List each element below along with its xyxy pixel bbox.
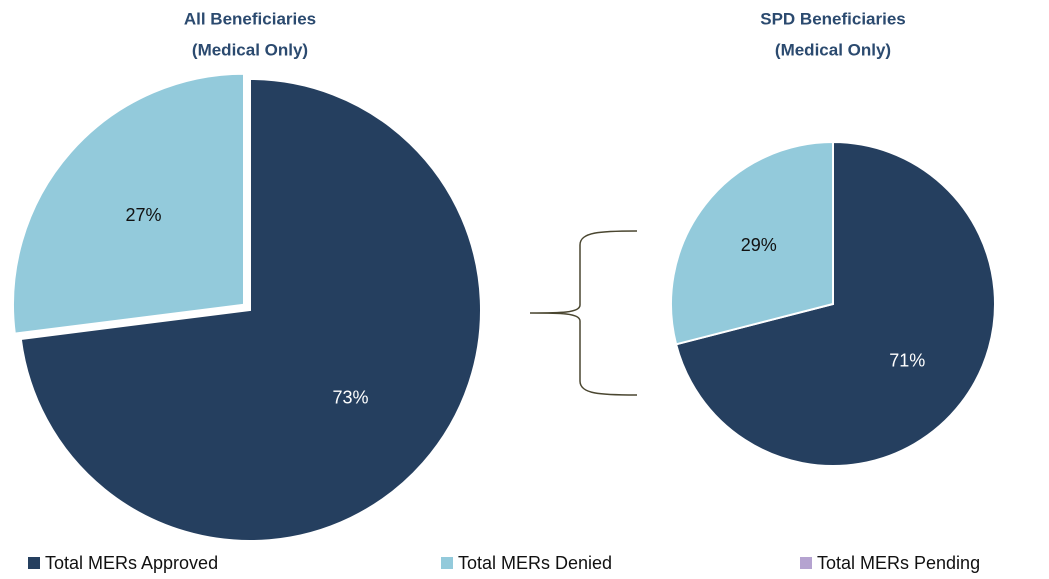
pie-slice bbox=[670, 140, 834, 346]
legend-label: Total MERs Pending bbox=[817, 553, 980, 573]
legend-label: Total MERs Denied bbox=[458, 553, 612, 573]
legend-swatch bbox=[800, 557, 812, 569]
chart-subtitle: (Medical Only) bbox=[775, 40, 891, 59]
brace bbox=[529, 230, 638, 396]
pie-slice bbox=[674, 140, 996, 467]
pie-slice bbox=[19, 77, 482, 542]
legend-label: Total MERs Approved bbox=[45, 553, 218, 573]
data-label: 27% bbox=[125, 205, 161, 225]
data-label: 73% bbox=[332, 387, 368, 407]
chart-title: SPD Beneficiaries bbox=[760, 9, 906, 28]
legend-swatch bbox=[28, 557, 40, 569]
data-label: 71% bbox=[889, 350, 925, 370]
legend-swatch bbox=[441, 557, 453, 569]
pie-slice bbox=[12, 72, 245, 335]
data-label: 29% bbox=[741, 235, 777, 255]
chart-title: All Beneficiaries bbox=[184, 9, 316, 28]
chart-subtitle: (Medical Only) bbox=[192, 40, 308, 59]
